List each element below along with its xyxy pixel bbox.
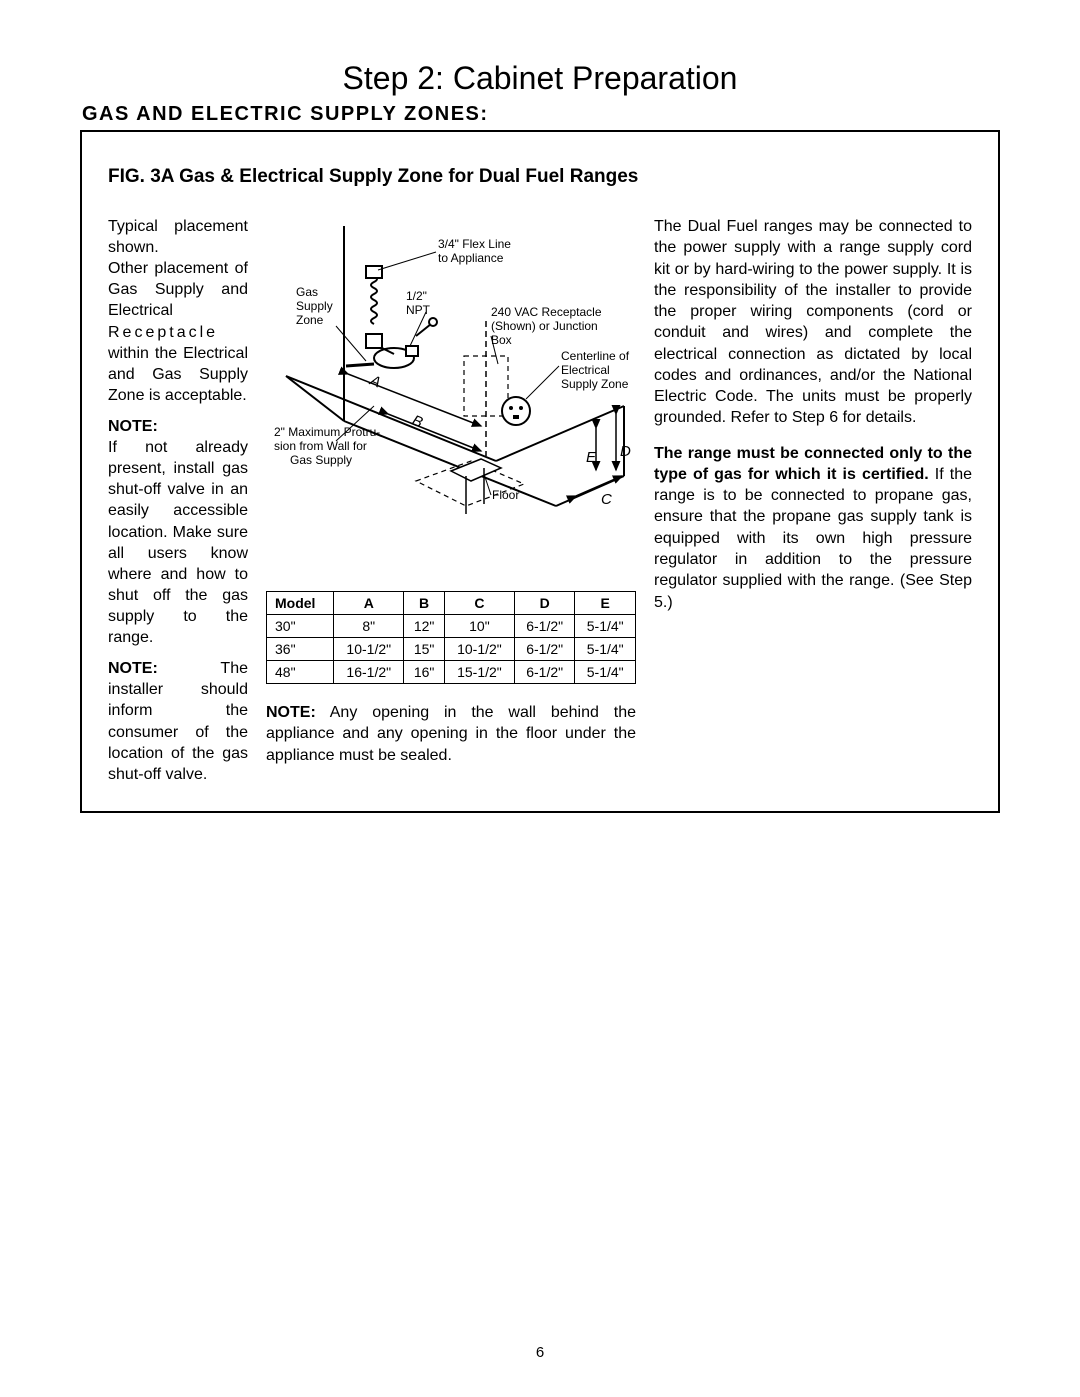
label-recept1: 240 VAC Receptacle — [491, 305, 602, 319]
table-cell: 30" — [267, 615, 334, 638]
table-cell: 10-1/2" — [334, 638, 404, 661]
left-p3b: The installer should inform the consumer… — [108, 660, 248, 783]
table-cell: 36" — [267, 638, 334, 661]
left-column: Typical placement shown. Other placement… — [108, 216, 248, 785]
table-header: B — [404, 592, 445, 615]
step-title: Step 2: Cabinet Preparation — [80, 60, 1000, 97]
left-p3a: NOTE: — [108, 660, 158, 677]
label-to-appliance: to Appliance — [438, 251, 504, 265]
right-column: The Dual Fuel ranges may be connected to… — [654, 216, 972, 627]
dim-e: E — [586, 449, 597, 466]
left-p1b: Other placement of Gas Supply and Electr… — [108, 260, 248, 319]
label-recept2: (Shown) or Junction — [491, 319, 598, 333]
mid-note-bold: NOTE: — [266, 704, 316, 721]
right-p1: The Dual Fuel ranges may be connected to… — [654, 216, 972, 429]
table-cell: 16" — [404, 661, 445, 684]
left-p1a: Typical placement shown. — [108, 218, 248, 256]
label-supply: Supply — [296, 299, 333, 313]
table-cell: 15" — [404, 638, 445, 661]
label-protr2: sion from Wall for — [274, 439, 367, 453]
table-row: 30"8"12"10"6-1/2"5-1/4" — [267, 615, 636, 638]
table-cell: 16-1/2" — [334, 661, 404, 684]
label-npt1: 1/2" — [406, 289, 427, 303]
table-cell: 10" — [444, 615, 514, 638]
section-title: GAS AND ELECTRIC SUPPLY ZONES: — [82, 103, 1000, 126]
table-cell: 5-1/4" — [575, 661, 636, 684]
label-protr3: Gas Supply — [290, 453, 352, 467]
label-floor: Floor — [492, 488, 519, 502]
label-recept3: Box — [491, 333, 512, 347]
table-header: C — [444, 592, 514, 615]
table-cell: 10-1/2" — [444, 638, 514, 661]
table-row: 48"16-1/2"16"15-1/2"6-1/2"5-1/4" — [267, 661, 636, 684]
label-flex-line: 3/4" Flex Line — [438, 237, 511, 251]
label-zone: Zone — [296, 313, 324, 327]
label-gas: Gas — [296, 285, 318, 299]
supply-zone-diagram: 3/4" Flex Line to Appliance Gas Supply Z… — [266, 216, 636, 526]
dim-d: D — [620, 443, 631, 460]
label-center1: Centerline of — [561, 349, 630, 363]
mid-note: NOTE: Any opening in the wall behind the… — [266, 702, 636, 766]
left-p2: If not already present, install gas shut… — [108, 439, 248, 646]
left-p1d: within the Electrical and Gas Supply Zon… — [108, 345, 248, 404]
figure-box: FIG. 3A Gas & Electrical Supply Zone for… — [80, 130, 1000, 813]
table-cell: 5-1/4" — [575, 638, 636, 661]
right-p2b: If the range is to be connected to propa… — [654, 466, 972, 611]
table-cell: 15-1/2" — [444, 661, 514, 684]
table-cell: 6-1/2" — [514, 661, 575, 684]
label-center2: Electrical — [561, 363, 610, 377]
table-cell: 6-1/2" — [514, 638, 575, 661]
label-npt2: NPT — [406, 303, 431, 317]
right-p2a: The range must be connected only to the … — [654, 445, 972, 483]
label-center3: Supply Zone — [561, 377, 629, 391]
table-row: 36"10-1/2"15"10-1/2"6-1/2"5-1/4" — [267, 638, 636, 661]
page-number: 6 — [0, 1344, 1080, 1361]
left-p1c: Receptacle — [108, 324, 218, 341]
dim-c: C — [601, 491, 612, 508]
table-header: D — [514, 592, 575, 615]
mid-note-text: Any opening in the wall behind the appli… — [266, 704, 636, 764]
table-cell: 8" — [334, 615, 404, 638]
table-header: A — [334, 592, 404, 615]
table-cell: 5-1/4" — [575, 615, 636, 638]
dimensions-table: ModelABCDE 30"8"12"10"6-1/2"5-1/4"36"10-… — [266, 591, 636, 684]
middle-column: 3/4" Flex Line to Appliance Gas Supply Z… — [266, 216, 636, 766]
label-protr1: 2" Maximum Protru- — [274, 425, 380, 439]
left-note-label: NOTE: — [108, 418, 158, 435]
table-header: Model — [267, 592, 334, 615]
table-cell: 12" — [404, 615, 445, 638]
table-cell: 48" — [267, 661, 334, 684]
figure-title: FIG. 3A Gas & Electrical Supply Zone for… — [108, 166, 972, 188]
table-header: E — [575, 592, 636, 615]
table-cell: 6-1/2" — [514, 615, 575, 638]
dim-a: A — [367, 372, 384, 392]
